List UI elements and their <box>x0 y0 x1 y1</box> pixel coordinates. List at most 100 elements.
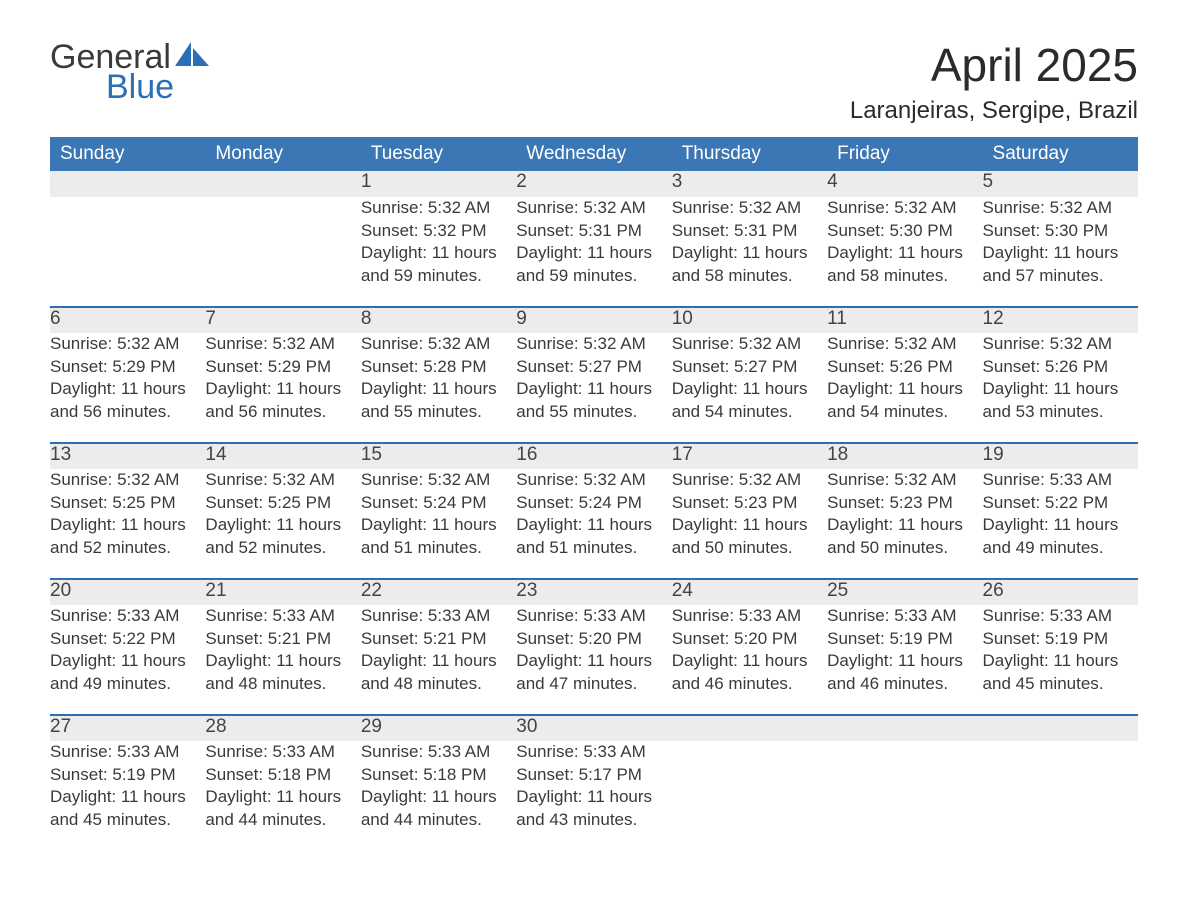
day-number-cell: 15 <box>361 443 516 469</box>
daylight-line: Daylight: 11 hours and 46 minutes. <box>827 650 982 696</box>
brand-logo: General Blue <box>50 40 209 104</box>
sunrise-line: Sunrise: 5:33 AM <box>205 605 360 628</box>
day-content-cell: Sunrise: 5:32 AMSunset: 5:29 PMDaylight:… <box>50 333 205 443</box>
sunrise-line: Sunrise: 5:32 AM <box>205 469 360 492</box>
sunrise-line: Sunrise: 5:33 AM <box>361 605 516 628</box>
daylight-line: Daylight: 11 hours and 47 minutes. <box>516 650 671 696</box>
day-number-cell: 10 <box>672 307 827 333</box>
day-number-cell: 3 <box>672 171 827 197</box>
day-content-cell: Sunrise: 5:32 AMSunset: 5:27 PMDaylight:… <box>672 333 827 443</box>
sunrise-line: Sunrise: 5:33 AM <box>983 605 1138 628</box>
day-content-cell: Sunrise: 5:32 AMSunset: 5:26 PMDaylight:… <box>827 333 982 443</box>
daylight-line: Daylight: 11 hours and 51 minutes. <box>516 514 671 560</box>
sunrise-line: Sunrise: 5:32 AM <box>516 197 671 220</box>
day-content-cell: Sunrise: 5:32 AMSunset: 5:24 PMDaylight:… <box>516 469 671 579</box>
sunset-line: Sunset: 5:28 PM <box>361 356 516 379</box>
day-number-cell: 5 <box>983 171 1138 197</box>
sunrise-line: Sunrise: 5:32 AM <box>672 333 827 356</box>
day-number-cell: 22 <box>361 579 516 605</box>
day-number-cell <box>50 171 205 197</box>
day-content-cell: Sunrise: 5:32 AMSunset: 5:31 PMDaylight:… <box>516 197 671 307</box>
day-content-cell: Sunrise: 5:33 AMSunset: 5:18 PMDaylight:… <box>361 741 516 851</box>
day-number-cell: 24 <box>672 579 827 605</box>
day-number-cell: 8 <box>361 307 516 333</box>
sunrise-line: Sunrise: 5:32 AM <box>827 333 982 356</box>
day-content-cell: Sunrise: 5:33 AMSunset: 5:20 PMDaylight:… <box>516 605 671 715</box>
sunrise-line: Sunrise: 5:33 AM <box>361 741 516 764</box>
day-content-cell <box>983 741 1138 851</box>
day-content-cell: Sunrise: 5:32 AMSunset: 5:25 PMDaylight:… <box>205 469 360 579</box>
sunset-line: Sunset: 5:20 PM <box>516 628 671 651</box>
daylight-line: Daylight: 11 hours and 58 minutes. <box>672 242 827 288</box>
sunset-line: Sunset: 5:18 PM <box>361 764 516 787</box>
day-content-cell: Sunrise: 5:33 AMSunset: 5:20 PMDaylight:… <box>672 605 827 715</box>
day-content-cell: Sunrise: 5:32 AMSunset: 5:25 PMDaylight:… <box>50 469 205 579</box>
brand-line2: Blue <box>50 70 209 104</box>
daylight-line: Daylight: 11 hours and 50 minutes. <box>827 514 982 560</box>
sunset-line: Sunset: 5:26 PM <box>827 356 982 379</box>
day-content-cell <box>672 741 827 851</box>
brand-sail-icon <box>175 40 209 74</box>
day-content-cell: Sunrise: 5:32 AMSunset: 5:30 PMDaylight:… <box>983 197 1138 307</box>
day-content-cell: Sunrise: 5:33 AMSunset: 5:21 PMDaylight:… <box>205 605 360 715</box>
day-number-cell: 23 <box>516 579 671 605</box>
day-number-cell: 4 <box>827 171 982 197</box>
sunrise-line: Sunrise: 5:32 AM <box>983 197 1138 220</box>
day-number-cell <box>983 715 1138 741</box>
sunrise-line: Sunrise: 5:32 AM <box>827 197 982 220</box>
daylight-line: Daylight: 11 hours and 56 minutes. <box>50 378 205 424</box>
sunrise-line: Sunrise: 5:33 AM <box>827 605 982 628</box>
day-number-cell <box>205 171 360 197</box>
sunset-line: Sunset: 5:27 PM <box>672 356 827 379</box>
sunset-line: Sunset: 5:25 PM <box>50 492 205 515</box>
day-number-cell: 17 <box>672 443 827 469</box>
day-content-cell: Sunrise: 5:33 AMSunset: 5:18 PMDaylight:… <box>205 741 360 851</box>
day-number-cell: 16 <box>516 443 671 469</box>
sunset-line: Sunset: 5:29 PM <box>205 356 360 379</box>
day-number-cell: 20 <box>50 579 205 605</box>
day-content-cell: Sunrise: 5:32 AMSunset: 5:24 PMDaylight:… <box>361 469 516 579</box>
daylight-line: Daylight: 11 hours and 59 minutes. <box>361 242 516 288</box>
sunrise-line: Sunrise: 5:32 AM <box>516 469 671 492</box>
day-content-cell: Sunrise: 5:32 AMSunset: 5:31 PMDaylight:… <box>672 197 827 307</box>
day-number-cell: 7 <box>205 307 360 333</box>
sunrise-line: Sunrise: 5:33 AM <box>983 469 1138 492</box>
column-header: Thursday <box>672 137 827 171</box>
day-number-cell: 29 <box>361 715 516 741</box>
day-number-cell: 30 <box>516 715 671 741</box>
location-subtitle: Laranjeiras, Sergipe, Brazil <box>850 97 1138 125</box>
day-content-cell: Sunrise: 5:33 AMSunset: 5:19 PMDaylight:… <box>827 605 982 715</box>
day-number-cell: 18 <box>827 443 982 469</box>
day-content-cell: Sunrise: 5:32 AMSunset: 5:26 PMDaylight:… <box>983 333 1138 443</box>
column-header: Wednesday <box>516 137 671 171</box>
day-content-cell: Sunrise: 5:33 AMSunset: 5:21 PMDaylight:… <box>361 605 516 715</box>
daylight-line: Daylight: 11 hours and 53 minutes. <box>983 378 1138 424</box>
sunset-line: Sunset: 5:22 PM <box>50 628 205 651</box>
column-header: Saturday <box>983 137 1138 171</box>
sunset-line: Sunset: 5:23 PM <box>827 492 982 515</box>
daylight-line: Daylight: 11 hours and 52 minutes. <box>50 514 205 560</box>
sunrise-line: Sunrise: 5:32 AM <box>983 333 1138 356</box>
daylight-line: Daylight: 11 hours and 54 minutes. <box>827 378 982 424</box>
day-number-cell: 28 <box>205 715 360 741</box>
sunset-line: Sunset: 5:20 PM <box>672 628 827 651</box>
sunset-line: Sunset: 5:29 PM <box>50 356 205 379</box>
sunset-line: Sunset: 5:19 PM <box>983 628 1138 651</box>
daylight-line: Daylight: 11 hours and 51 minutes. <box>361 514 516 560</box>
sunset-line: Sunset: 5:31 PM <box>672 220 827 243</box>
day-number-cell: 14 <box>205 443 360 469</box>
daylight-line: Daylight: 11 hours and 50 minutes. <box>672 514 827 560</box>
sunrise-line: Sunrise: 5:32 AM <box>361 197 516 220</box>
day-content-cell: Sunrise: 5:33 AMSunset: 5:22 PMDaylight:… <box>983 469 1138 579</box>
day-number-cell: 2 <box>516 171 671 197</box>
sunset-line: Sunset: 5:25 PM <box>205 492 360 515</box>
sunrise-line: Sunrise: 5:33 AM <box>516 605 671 628</box>
sunset-line: Sunset: 5:17 PM <box>516 764 671 787</box>
sunset-line: Sunset: 5:21 PM <box>205 628 360 651</box>
daylight-line: Daylight: 11 hours and 56 minutes. <box>205 378 360 424</box>
daylight-line: Daylight: 11 hours and 57 minutes. <box>983 242 1138 288</box>
daylight-line: Daylight: 11 hours and 59 minutes. <box>516 242 671 288</box>
daylight-line: Daylight: 11 hours and 55 minutes. <box>361 378 516 424</box>
sunrise-line: Sunrise: 5:33 AM <box>205 741 360 764</box>
day-number-cell: 13 <box>50 443 205 469</box>
